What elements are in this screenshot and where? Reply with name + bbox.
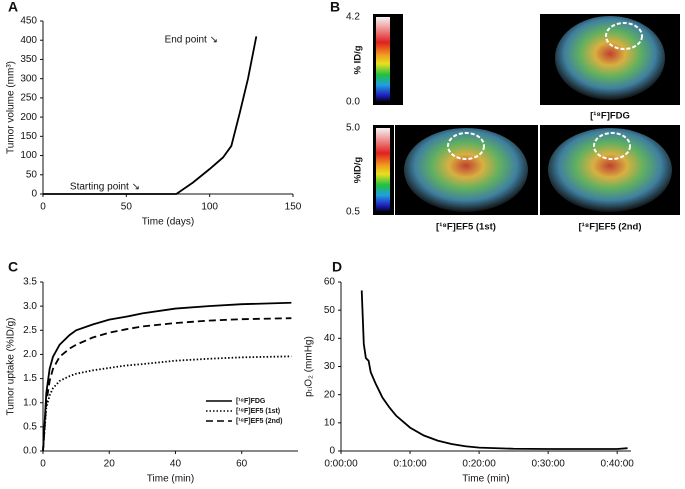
y-tick-label: 200 [20,112,37,123]
x-tick-label: 150 [285,202,302,213]
x-tick-label: 100 [201,202,218,213]
x-tick-label: 50 [121,202,133,213]
scale-unit: %ID/g [353,157,364,184]
x-tick-label: 20 [104,459,116,470]
roi [447,132,485,160]
y-tick-label: 3.5 [23,277,37,288]
y-tick-label: 10 [324,417,336,428]
scan [555,16,665,100]
legend-label: [¹⁸F]FDG [236,398,266,405]
scale-min: 0.5 [346,207,360,218]
scale-max: 5.0 [346,123,360,134]
image-label: [¹⁸F]EF5 (2nd) [578,222,641,233]
scale-min: 0.0 [346,97,360,108]
x-tick-label: 0:00:00 [324,459,358,470]
y-tick-label: 100 [20,150,37,161]
y-tick-label: 0 [31,189,37,200]
x-tick-label: 0 [40,459,46,470]
image-label: [¹⁸F]FDG [590,111,630,122]
panel-b: B 4.2 0.0 % ID/g 5.0 0.5 %ID/g [¹⁸F]FDG … [330,0,680,233]
y-tick-label: 0.5 [23,421,37,432]
y-tick-label: 250 [20,93,37,104]
scale-unit: % ID/g [353,45,364,74]
panel-letter: A [8,0,18,15]
roi [605,22,643,50]
y-axis-label: pₜᵢO₂ (mmHg) [304,336,315,397]
scale-max: 4.2 [346,12,360,23]
data-line [43,36,258,195]
y-tick-label: 3.0 [23,301,37,312]
scan [548,128,672,212]
roi [593,132,631,160]
y-tick-label: 30 [324,361,336,372]
x-tick-label: 0:20:00 [462,459,496,470]
y-tick-label: 20 [324,389,336,400]
y-tick-label: 150 [20,131,37,142]
y-tick-label: 2.5 [23,325,37,336]
y-tick-label: 40 [324,333,336,344]
legend-label: [¹⁸F]EF5 (1st) [236,408,280,415]
x-axis-label: Time (days) [142,217,194,228]
y-axis-label: Tumor uptake (%ID/g) [6,318,17,416]
data-line [360,290,628,450]
y-tick-label: 400 [20,35,37,46]
y-tick-label: 0.0 [23,446,37,457]
colorbar [376,128,390,212]
y-tick-label: 60 [324,277,336,288]
y-tick-label: 1.0 [23,397,37,408]
legend-label: [¹⁸F]EF5 (2nd) [236,418,282,425]
data-line [42,317,292,452]
annotation: End point ↘ [165,35,218,46]
y-axis-label: Tumor volume (mm³) [6,61,17,154]
x-axis-label: Time (min) [462,474,509,485]
data-line [42,355,292,452]
scan [404,128,528,212]
y-tick-label: 300 [20,73,37,84]
x-tick-label: 60 [236,459,248,470]
colorbar [376,17,390,102]
y-tick-label: 350 [20,54,37,65]
x-tick-label: 0:30:00 [531,459,565,470]
y-tick-label: 50 [324,305,336,316]
x-tick-label: 0 [40,202,46,213]
data-line [42,301,292,452]
x-tick-label: 0:40:00 [601,459,635,470]
y-tick-label: 450 [20,16,37,27]
x-tick-label: 40 [170,459,182,470]
panel-letter: B [330,0,340,15]
x-axis-label: Time (min) [147,474,194,485]
y-tick-label: 0 [329,446,335,457]
x-tick-label: 0:10:00 [393,459,427,470]
image-label: [¹⁸F]EF5 (1st) [436,222,496,233]
panel-letter: C [8,259,18,275]
y-tick-label: 50 [26,169,38,180]
y-tick-label: 1.5 [23,373,37,384]
y-tick-label: 2.0 [23,349,37,360]
annotation: Starting point ↘ [70,182,140,193]
panel-letter: D [332,259,342,275]
